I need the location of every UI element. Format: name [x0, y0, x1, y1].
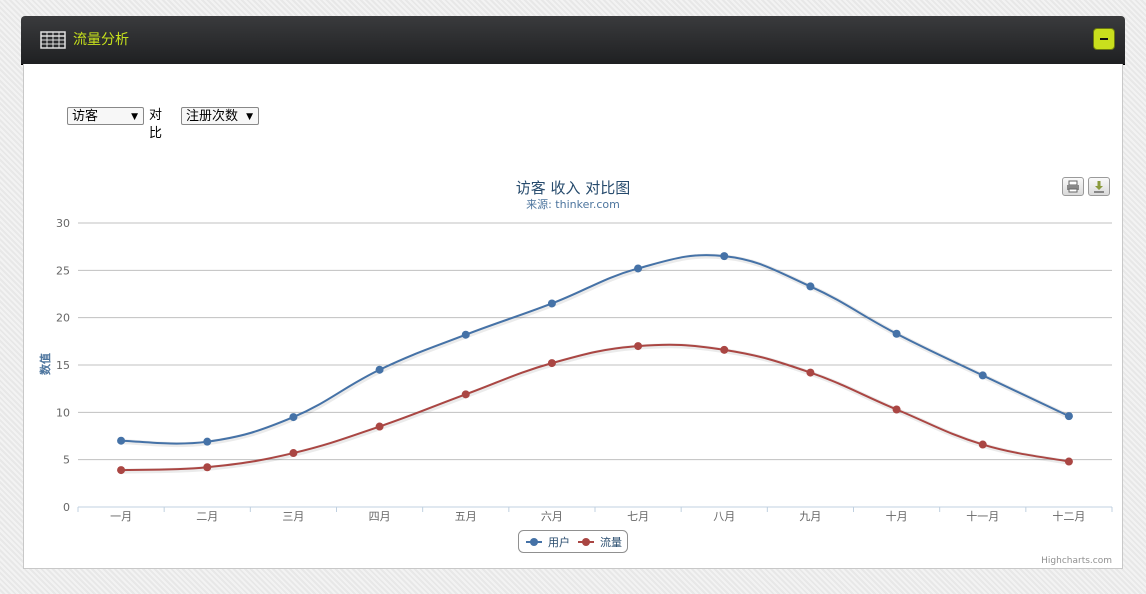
x-tick-label: 九月: [799, 510, 821, 523]
metric-b-value: 注册次数: [186, 109, 239, 124]
panel-header: 流量分析: [21, 16, 1125, 64]
table-icon: [40, 31, 66, 49]
data-point[interactable]: [117, 466, 126, 475]
x-tick-label: 一月: [110, 510, 132, 523]
chart-legend: 用户 流量: [518, 530, 628, 553]
compare-label: 对比: [149, 108, 163, 141]
legend-label: 流量: [600, 535, 622, 549]
data-point[interactable]: [1064, 457, 1073, 466]
data-point[interactable]: [203, 463, 212, 472]
download-icon: [1094, 181, 1104, 193]
x-tick-label: 六月: [541, 510, 563, 523]
data-point[interactable]: [978, 371, 987, 380]
data-point[interactable]: [203, 437, 212, 446]
data-point[interactable]: [720, 345, 729, 354]
series-line-shadow: [122, 343, 1071, 474]
metric-a-select[interactable]: 访客 ▼: [67, 107, 144, 125]
series-line[interactable]: [121, 254, 1070, 445]
data-point[interactable]: [461, 390, 470, 399]
data-point[interactable]: [375, 365, 384, 374]
legend-item[interactable]: 流量: [578, 535, 622, 549]
data-point[interactable]: [806, 368, 815, 377]
y-tick-label: 30: [56, 217, 70, 230]
x-tick-label: 十月: [886, 509, 908, 523]
y-tick-label: 0: [63, 501, 70, 514]
chart-credits[interactable]: Highcharts.com: [1041, 556, 1112, 566]
data-point[interactable]: [720, 252, 729, 261]
data-point[interactable]: [375, 422, 384, 431]
data-point[interactable]: [978, 440, 987, 449]
legend-marker: [582, 538, 590, 546]
x-tick-label: 八月: [713, 510, 735, 523]
data-point[interactable]: [289, 413, 298, 422]
print-button[interactable]: [1062, 177, 1084, 196]
export-button[interactable]: [1088, 177, 1110, 196]
data-point[interactable]: [806, 282, 815, 291]
data-point[interactable]: [461, 330, 470, 339]
chart-title: 访客 收入 对比图: [516, 179, 631, 197]
data-point[interactable]: [547, 299, 556, 308]
series-1[interactable]: [117, 252, 1073, 448]
legend-label: 用户: [548, 535, 570, 549]
traffic-analysis-panel: 流量分析 访客 ▼ 对比 注册次数 ▼: [21, 16, 1125, 569]
data-point[interactable]: [634, 342, 643, 351]
data-point[interactable]: [547, 359, 556, 368]
y-axis-label: 数值: [38, 353, 52, 375]
metric-a-value: 访客: [72, 109, 99, 124]
chevron-down-icon: ▼: [131, 112, 138, 122]
x-tick-label: 七月: [627, 510, 649, 523]
data-point[interactable]: [892, 329, 901, 338]
panel-title: 流量分析: [73, 32, 129, 48]
chevron-down-icon: ▼: [246, 112, 253, 122]
metric-b-select[interactable]: 注册次数 ▼: [181, 107, 259, 125]
panel-body: 访客 ▼ 对比 注册次数 ▼: [23, 64, 1123, 569]
x-tick-label: 五月: [455, 510, 477, 523]
y-tick-label: 20: [56, 312, 70, 325]
legend-item[interactable]: 用户: [526, 535, 570, 549]
y-tick-label: 10: [56, 406, 70, 419]
x-tick-label: 十一月: [966, 509, 999, 523]
x-tick-label: 二月: [196, 510, 218, 523]
y-tick-label: 15: [56, 359, 70, 372]
print-icon: [1067, 180, 1079, 193]
data-point[interactable]: [1064, 412, 1073, 421]
data-point[interactable]: [117, 436, 126, 445]
legend-box: [518, 530, 628, 553]
series-2[interactable]: [117, 342, 1073, 475]
data-point[interactable]: [634, 264, 643, 273]
legend-marker: [530, 538, 538, 546]
data-point[interactable]: [892, 405, 901, 414]
collapse-button[interactable]: [1093, 28, 1115, 50]
x-tick-label: 十二月: [1052, 509, 1085, 523]
y-tick-label: 5: [63, 454, 70, 467]
x-tick-label: 三月: [282, 510, 304, 523]
series-line[interactable]: [121, 343, 1070, 472]
data-point[interactable]: [289, 449, 298, 458]
y-tick-label: 25: [56, 264, 70, 277]
chart-subtitle: 来源: thinker.com: [526, 197, 620, 211]
x-tick-label: 四月: [369, 510, 391, 523]
